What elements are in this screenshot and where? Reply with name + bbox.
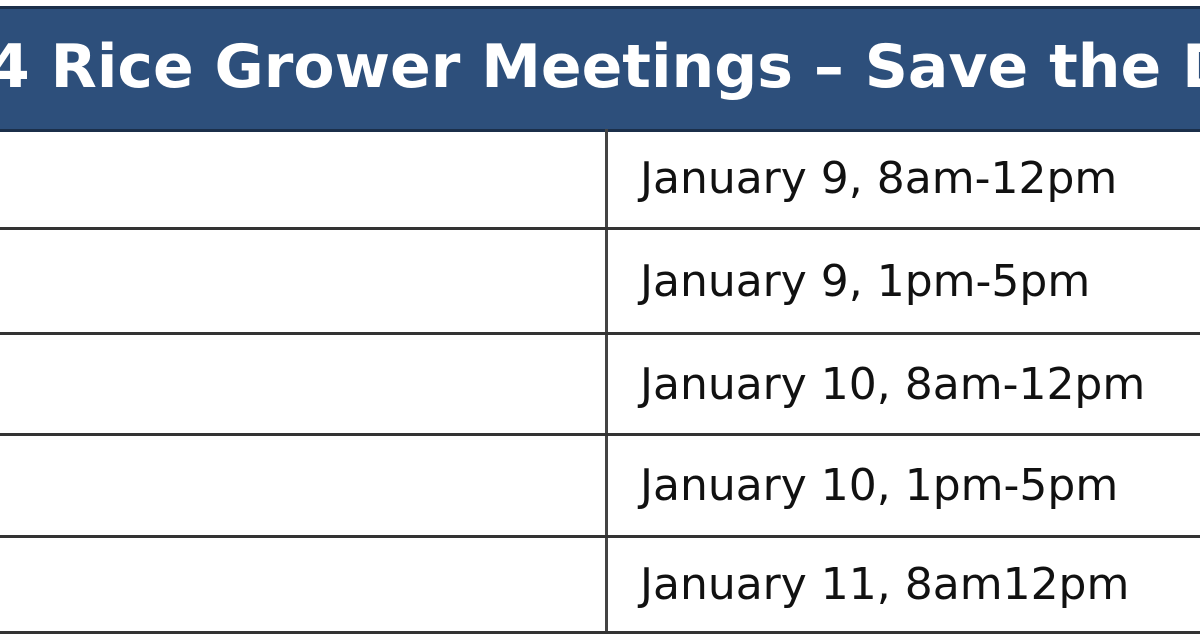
table-row: January 9, 8am-12pm	[0, 129, 1200, 230]
datetime-cell: January 9, 1pm-5pm	[640, 255, 1091, 307]
table-row: January 10, 8am-12pm	[0, 335, 1200, 436]
datetime-cell: January 9, 8am-12pm	[640, 152, 1118, 204]
datetime-cell: January 11, 8am12pm	[640, 559, 1130, 610]
table-title: 4 Rice Grower Meetings – Save the D	[0, 32, 1200, 102]
location-cell	[0, 335, 608, 433]
table-row: January 10, 1pm-5pm	[0, 436, 1200, 538]
location-cell	[0, 538, 608, 631]
datetime-cell: January 10, 1pm-5pm	[640, 460, 1119, 511]
location-cell	[0, 129, 608, 227]
datetime-cell: January 10, 8am-12pm	[640, 358, 1146, 410]
location-cell	[0, 436, 608, 535]
table-row: January 11, 8am12pm	[0, 538, 1200, 634]
location-cell	[0, 230, 608, 332]
meeting-schedule-table: January 9, 8am-12pm January 9, 1pm-5pm J…	[0, 129, 1200, 634]
table-row: January 9, 1pm-5pm	[0, 230, 1200, 335]
table-title-bar: 4 Rice Grower Meetings – Save the D	[0, 6, 1200, 132]
